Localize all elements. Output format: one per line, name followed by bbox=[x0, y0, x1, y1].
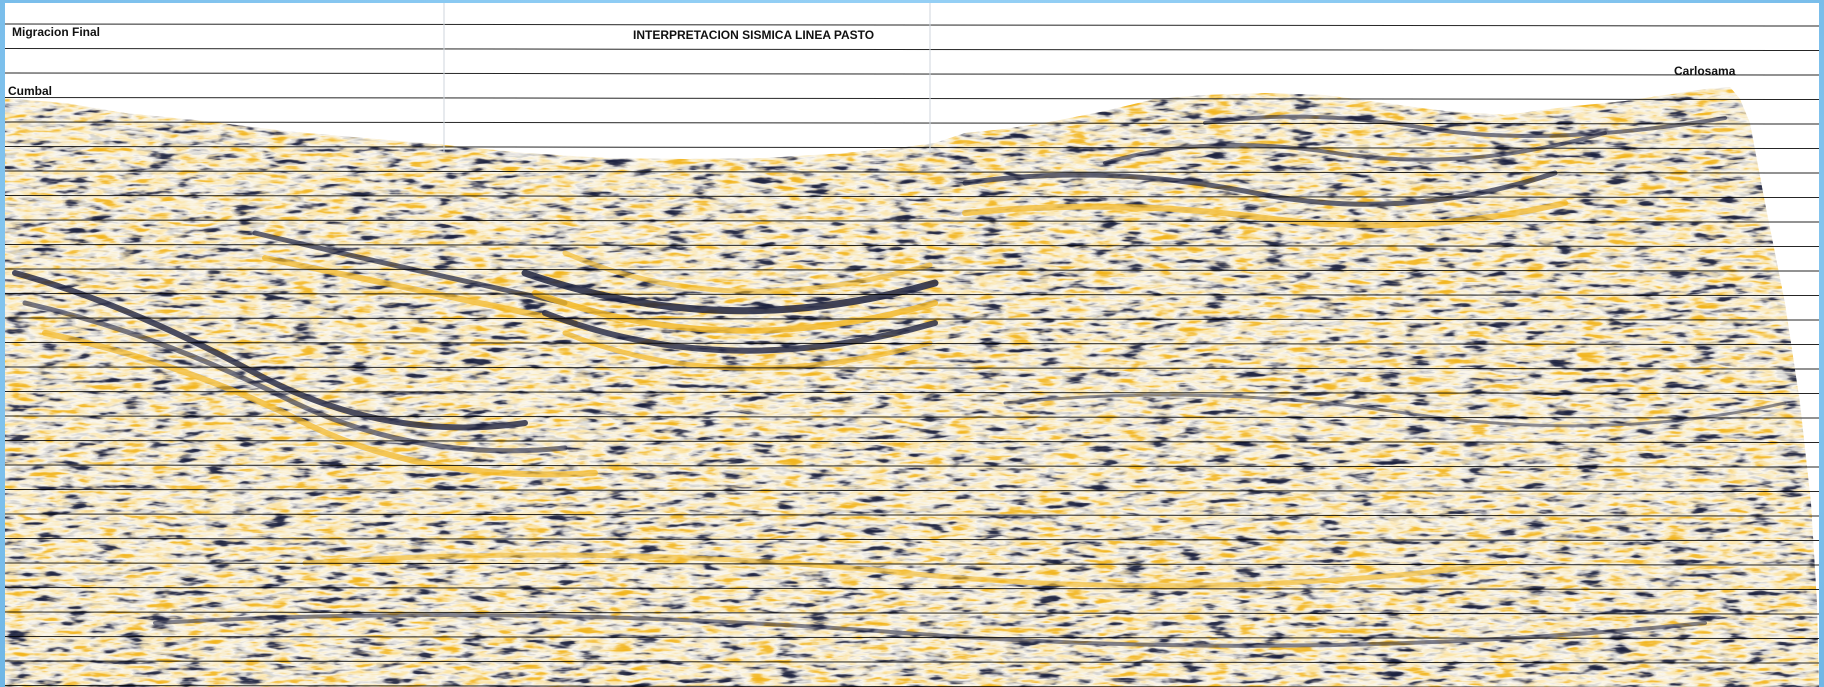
grid-line bbox=[5, 660, 1819, 664]
grid-line bbox=[5, 464, 1819, 468]
grid-line bbox=[5, 219, 1819, 223]
grid-line bbox=[5, 391, 1819, 394]
figure-title: INTERPRETACION SISMICA LINEA PASTO bbox=[633, 28, 875, 42]
grid-line bbox=[5, 587, 1819, 590]
grid-line bbox=[5, 538, 1819, 541]
grid-line bbox=[5, 121, 1819, 125]
grid-line bbox=[5, 146, 1819, 149]
grid-line bbox=[5, 268, 1819, 272]
reflector-event bbox=[42, 330, 598, 478]
reflector-event bbox=[22, 300, 568, 454]
grid-line bbox=[5, 415, 1819, 419]
grid-line bbox=[5, 293, 1819, 296]
grid-line bbox=[5, 611, 1819, 615]
grid-line bbox=[5, 366, 1819, 370]
grid-line bbox=[5, 97, 1819, 100]
reflector-event bbox=[153, 613, 1707, 648]
grid-line bbox=[5, 342, 1819, 345]
reflector-event bbox=[1203, 114, 1727, 138]
reflector-event bbox=[12, 270, 528, 431]
grid-line bbox=[5, 440, 1819, 443]
seismic-section bbox=[5, 3, 1819, 687]
reflector-event bbox=[962, 200, 1568, 229]
location-label-left: Cumbal bbox=[8, 84, 53, 98]
reflector-event bbox=[542, 310, 938, 354]
seismic-traces bbox=[5, 87, 1819, 687]
panel-dividers bbox=[443, 3, 931, 153]
grid-line bbox=[5, 317, 1819, 321]
grid-line bbox=[5, 636, 1819, 639]
grid-line bbox=[5, 72, 1819, 76]
reflector-event bbox=[252, 230, 568, 306]
grid-line bbox=[5, 513, 1819, 517]
reflector-event bbox=[262, 255, 578, 326]
grid-line bbox=[5, 489, 1819, 492]
location-label-right: Carlosama bbox=[1674, 64, 1736, 78]
reflector-event bbox=[1003, 393, 1787, 428]
reflector-event bbox=[302, 552, 1508, 589]
seismic-sheet: Migracion Final INTERPRETACION SISMICA L… bbox=[5, 3, 1819, 687]
grid-line bbox=[5, 195, 1819, 198]
section-label: Migracion Final bbox=[12, 25, 101, 39]
grid-line bbox=[5, 562, 1819, 566]
reflector-events bbox=[12, 114, 1787, 648]
grid-line bbox=[5, 170, 1819, 174]
reflector-event bbox=[1103, 131, 1607, 165]
grid-line bbox=[5, 244, 1819, 247]
grid-line bbox=[5, 23, 1819, 27]
reflector-event bbox=[962, 170, 1558, 207]
grid-line bbox=[5, 48, 1819, 51]
reflector-event bbox=[521, 269, 939, 315]
reflector-event bbox=[532, 290, 938, 334]
